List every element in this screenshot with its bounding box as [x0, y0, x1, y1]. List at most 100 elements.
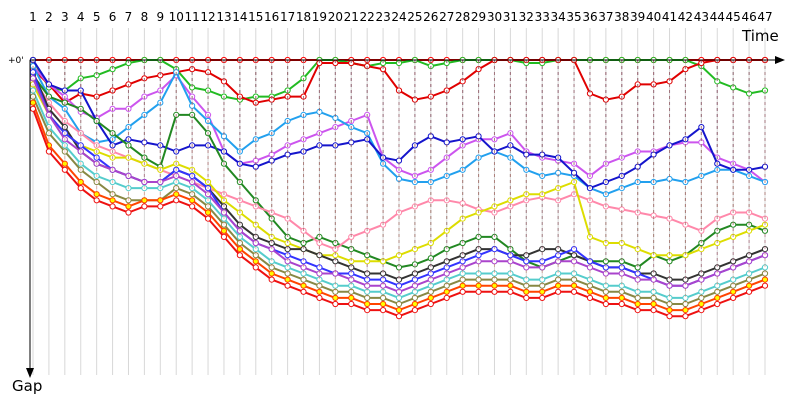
- data-point: [698, 288, 705, 295]
- x-tick-label: 2: [45, 10, 53, 24]
- y-zero-label: +0': [8, 56, 24, 66]
- data-point: [634, 300, 641, 308]
- data-point: [364, 136, 371, 143]
- data-point: [761, 276, 769, 283]
- data-point: [348, 300, 355, 308]
- data-point: [61, 99, 68, 106]
- data-point: [666, 307, 673, 314]
- data-point: [507, 276, 514, 283]
- data-point: [602, 96, 609, 103]
- data-point: [730, 282, 737, 289]
- data-point: [284, 258, 291, 265]
- data-point: [745, 221, 753, 228]
- data-point: [555, 169, 562, 176]
- data-point: [555, 252, 562, 259]
- data-point: [570, 169, 578, 176]
- data-point: [411, 178, 419, 186]
- x-tick-label: 10: [169, 10, 184, 24]
- x-tick-label: 26: [423, 10, 438, 24]
- data-point: [252, 239, 259, 247]
- data-point: [634, 307, 641, 314]
- data-point: [77, 160, 84, 167]
- series-14: [29, 60, 769, 308]
- data-point: [730, 233, 737, 240]
- data-point: [61, 136, 68, 143]
- data-point: [427, 255, 434, 262]
- data-point: [348, 288, 355, 295]
- data-point: [411, 96, 419, 103]
- data-point: [634, 178, 641, 186]
- data-point: [618, 206, 625, 213]
- data-point: [618, 93, 625, 100]
- data-point: [427, 270, 434, 277]
- data-point: [666, 215, 673, 222]
- data-point: [300, 258, 307, 265]
- data-point: [475, 288, 482, 295]
- data-point: [491, 148, 498, 155]
- data-point: [411, 276, 419, 283]
- data-point: [459, 258, 466, 265]
- data-point: [364, 282, 371, 289]
- data-point: [427, 288, 434, 295]
- data-point: [698, 300, 705, 308]
- data-point: [157, 142, 164, 149]
- data-point: [698, 124, 705, 131]
- data-point: [364, 252, 371, 259]
- x-tick-label: 20: [328, 10, 343, 24]
- series-16: [29, 60, 769, 320]
- data-point: [618, 264, 625, 271]
- data-point: [252, 258, 259, 265]
- data-point: [252, 264, 259, 271]
- data-point: [427, 178, 434, 186]
- data-point: [348, 124, 355, 131]
- data-point: [745, 90, 753, 97]
- data-point: [316, 142, 323, 149]
- data-point: [379, 66, 387, 73]
- data-point: [300, 136, 307, 143]
- data-point: [427, 239, 434, 247]
- data-point: [109, 166, 116, 173]
- data-point: [682, 276, 689, 283]
- data-point: [300, 111, 307, 119]
- x-tick-label: 16: [264, 10, 279, 24]
- data-point: [475, 276, 482, 283]
- data-point: [761, 163, 769, 170]
- data-point: [602, 258, 609, 265]
- data-point: [666, 252, 673, 259]
- data-point: [682, 221, 689, 228]
- data-point: [125, 81, 132, 88]
- data-point: [220, 78, 228, 85]
- data-point: [459, 252, 466, 259]
- data-point: [666, 142, 673, 149]
- data-point: [268, 151, 275, 158]
- data-point: [252, 246, 259, 253]
- data-point: [379, 154, 387, 161]
- data-point: [348, 233, 355, 240]
- data-point: [395, 209, 403, 216]
- data-point: [204, 178, 212, 186]
- data-point: [570, 178, 578, 186]
- data-point: [220, 93, 228, 100]
- data-point: [586, 258, 594, 265]
- data-point: [745, 258, 753, 265]
- data-point: [316, 108, 323, 115]
- data-point: [189, 178, 196, 186]
- data-point: [634, 264, 641, 271]
- data-point: [523, 252, 530, 259]
- data-point: [348, 139, 355, 146]
- data-point: [268, 276, 275, 283]
- x-tick-label: 7: [125, 10, 133, 24]
- data-point: [77, 148, 84, 155]
- x-tick-label: 23: [375, 10, 390, 24]
- data-point: [761, 246, 769, 253]
- data-point: [300, 282, 307, 289]
- data-point: [236, 160, 243, 167]
- data-point: [650, 151, 657, 158]
- data-point: [714, 270, 721, 277]
- data-point: [268, 215, 275, 222]
- data-point: [666, 175, 673, 183]
- data-point: [220, 191, 228, 198]
- data-point: [586, 197, 594, 204]
- data-point: [109, 197, 116, 204]
- data-point: [252, 233, 259, 240]
